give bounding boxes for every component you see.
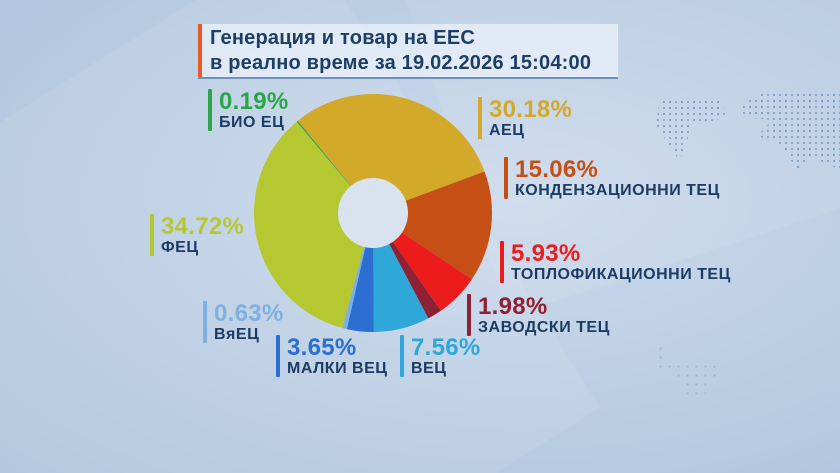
legend-item-aec: 30.18% АЕЦ bbox=[478, 97, 572, 139]
chart-title-line2: в реално време за 19.02.2026 15:04:00 bbox=[210, 51, 592, 74]
legend-percent: 0.19% bbox=[219, 88, 289, 115]
legend-percent: 7.56% bbox=[411, 334, 481, 361]
legend-item-vyaec: 0.63% ВяЕЦ bbox=[203, 301, 284, 343]
legend-color-bar bbox=[150, 214, 154, 256]
legend-percent: 5.93% bbox=[511, 240, 581, 267]
generation-donut-chart bbox=[253, 93, 493, 333]
legend-color-bar bbox=[276, 335, 280, 377]
legend-label: ЗАВОДСКИ ТЕЦ bbox=[478, 319, 610, 336]
legend-color-bar bbox=[500, 241, 504, 283]
legend-item-fec: 34.72% ФЕЦ bbox=[150, 214, 244, 256]
legend-percent: 34.72% bbox=[161, 213, 245, 240]
legend-percent: 3.65% bbox=[287, 334, 357, 361]
world-map-dots-decoration bbox=[657, 344, 722, 404]
legend-item-kondenzacionni-tec: 15.06% КОНДЕНЗАЦИОННИ ТЕЦ bbox=[504, 157, 720, 199]
world-map-dots-decoration bbox=[656, 99, 727, 161]
legend-item-bio-ec: 0.19% БИО ЕЦ bbox=[208, 89, 289, 131]
legend-label: БИО ЕЦ bbox=[219, 114, 285, 131]
legend-item-zavodski-tec: 1.98% ЗАВОДСКИ ТЕЦ bbox=[467, 294, 610, 336]
legend-label: ТОПЛОФИКАЦИОННИ ТЕЦ bbox=[511, 266, 731, 283]
legend-percent: 15.06% bbox=[515, 156, 599, 183]
pie-segment-КОНДЕНЗАЦИОННИ ТЕЦ bbox=[373, 171, 493, 280]
legend-color-bar bbox=[400, 335, 404, 377]
legend-color-bar bbox=[504, 157, 508, 199]
legend-label: ВяЕЦ bbox=[214, 326, 260, 343]
legend-label: АЕЦ bbox=[489, 122, 525, 139]
legend-item-vec: 7.56% ВЕЦ bbox=[400, 335, 481, 377]
legend-color-bar bbox=[203, 301, 207, 343]
legend-percent: 0.63% bbox=[214, 300, 284, 327]
legend-item-malki-vec: 3.65% МАЛКИ ВЕЦ bbox=[276, 335, 387, 377]
legend-color-bar bbox=[208, 89, 212, 131]
legend-percent: 1.98% bbox=[478, 293, 548, 320]
legend-item-toplofikacionni-tec: 5.93% ТОПЛОФИКАЦИОННИ ТЕЦ bbox=[500, 241, 731, 283]
pie-segment-ФЕЦ bbox=[253, 121, 373, 328]
legend-label: КОНДЕНЗАЦИОННИ ТЕЦ bbox=[515, 182, 720, 199]
chart-title-line1: Генерация и товар на ЕЕС bbox=[210, 26, 476, 49]
title-accent-bar bbox=[198, 24, 202, 77]
legend-color-bar bbox=[467, 294, 471, 336]
legend-label: ВЕЦ bbox=[411, 360, 447, 377]
pie-segment-АЕЦ bbox=[297, 93, 485, 213]
legend-label: ФЕЦ bbox=[161, 239, 199, 256]
legend-label: МАЛКИ ВЕЦ bbox=[287, 360, 388, 377]
legend-percent: 30.18% bbox=[489, 96, 573, 123]
donut-hole bbox=[338, 178, 408, 248]
world-map-dots-decoration bbox=[741, 92, 840, 170]
chart-title-box: Генерация и товар на ЕЕС в реално време … bbox=[198, 24, 618, 79]
legend-color-bar bbox=[478, 97, 482, 139]
